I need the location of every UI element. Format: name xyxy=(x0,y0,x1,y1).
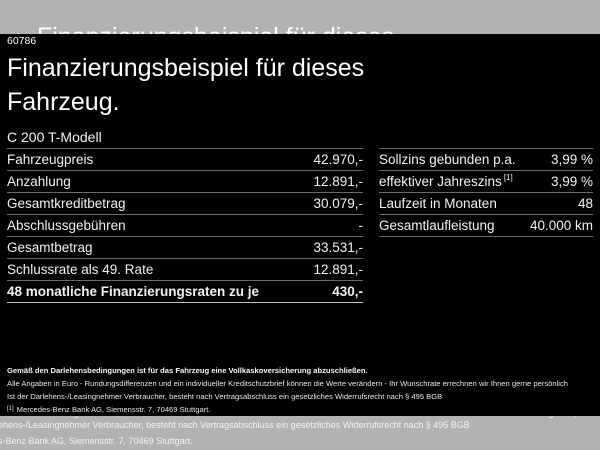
page-title: Finanzierungsbeispiel für dieses Fahrzeu… xyxy=(7,51,364,119)
row-value: 30.079,- xyxy=(313,196,363,211)
financing-table-left: Fahrzeugpreis 42.970,- Anzahlung 12.891,… xyxy=(7,149,363,303)
table-row: Gesamtkreditbetrag 30.079,- xyxy=(7,193,363,215)
row-value: 430,- xyxy=(332,284,363,299)
row-label: Laufzeit in Monaten xyxy=(379,196,497,211)
row-label: Abschlussgebühren xyxy=(7,218,126,233)
table-row: Schlussrate als 49. Rate 12.891,- xyxy=(7,259,363,281)
row-value: 3,99 % xyxy=(550,174,593,189)
table-row: Sollzins gebunden p.a. 3,99 % xyxy=(379,149,593,171)
table-row: Anzahlung 12.891,- xyxy=(7,171,363,193)
table-row: Fahrzeugpreis 42.970,- xyxy=(7,149,363,171)
footnote-marker: [1] xyxy=(7,406,14,412)
table-row-monthly-rate: 48 monatliche Finanzierungsraten zu je 4… xyxy=(7,281,363,303)
page-title-line1: Finanzierungsbeispiel für dieses xyxy=(7,54,365,82)
background-legal-line: ehens-/Leasingnehmer Verbraucher, besteh… xyxy=(0,420,470,430)
table-row: effektiver Jahreszins [1] 3,99 % xyxy=(379,171,593,193)
fine-print: Gemäß den Darlehensbedingungen ist für d… xyxy=(7,364,595,403)
fine-print-line: Ist der Darlehens-/Leasingnehmer Verbrau… xyxy=(7,392,443,401)
table-row: Gesamtbetrag 33.531,- xyxy=(7,237,363,259)
row-label: Gesamtlaufleistung xyxy=(379,218,495,233)
row-value: 33.531,- xyxy=(313,240,363,255)
row-value: 40.000 km xyxy=(529,218,593,233)
row-label: Sollzins gebunden p.a. xyxy=(379,152,516,167)
vehicle-model-label: C 200 T-Modell xyxy=(7,127,363,149)
row-label: 48 monatliche Finanzierungsraten zu je xyxy=(7,284,260,299)
row-value: 3,99 % xyxy=(550,152,593,167)
footnote-bank-address: [1] Mercedes-Benz Bank AG, Siemensstr. 7,… xyxy=(7,405,210,414)
row-label: Anzahlung xyxy=(7,174,71,189)
reference-number: 60786 xyxy=(7,35,37,47)
financing-panel: 60786 Finanzierungsbeispiel für dieses F… xyxy=(0,34,600,416)
row-value: - xyxy=(358,218,364,233)
table-row: Laufzeit in Monaten 48 xyxy=(379,193,593,215)
row-value: 12.891,- xyxy=(313,174,363,189)
row-value: 12.891,- xyxy=(313,262,363,277)
footnote-text: Mercedes-Benz Bank AG, Siemensstr. 7, 70… xyxy=(16,405,211,414)
row-label: effektiver Jahreszins xyxy=(379,174,502,189)
row-label: Schlussrate als 49. Rate xyxy=(7,262,154,277)
fine-print-line-bold: Gemäß den Darlehensbedingungen ist für d… xyxy=(7,366,368,375)
financing-table-right: Sollzins gebunden p.a. 3,99 % effektiver… xyxy=(379,148,593,237)
row-label: Gesamtkreditbetrag xyxy=(7,196,126,211)
row-label: Fahrzeugpreis xyxy=(7,152,94,167)
table-row: Abschlussgebühren - xyxy=(7,215,363,237)
row-label: Gesamtbetrag xyxy=(7,240,93,255)
footnote-marker: [1] xyxy=(503,173,513,182)
table-row: Gesamtlaufleistung 40.000 km xyxy=(379,215,593,237)
page-title-line2: Fahrzeug. xyxy=(7,88,120,116)
row-value: 48 xyxy=(577,196,593,211)
row-value: 42.970,- xyxy=(313,152,363,167)
fine-print-line: Alle Angaben in Euro - Rundungsdifferenz… xyxy=(7,379,569,388)
background-bank-address-line: s-Benz Bank AG, Siemensstr. 7, 70469 Stu… xyxy=(0,436,193,446)
